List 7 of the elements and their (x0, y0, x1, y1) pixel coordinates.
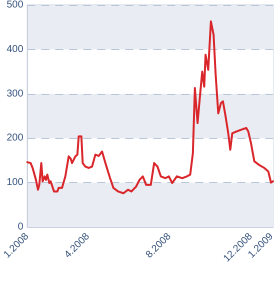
y-tick-label: 400 (6, 44, 24, 55)
y-tick-label: 200 (6, 132, 24, 144)
y-tick-label: 0 (18, 222, 24, 232)
y-tick-label: 500 (6, 0, 24, 10)
line-series (26, 20, 274, 194)
y-tick-label: 100 (6, 177, 24, 188)
y-tick-label: 300 (6, 88, 24, 100)
